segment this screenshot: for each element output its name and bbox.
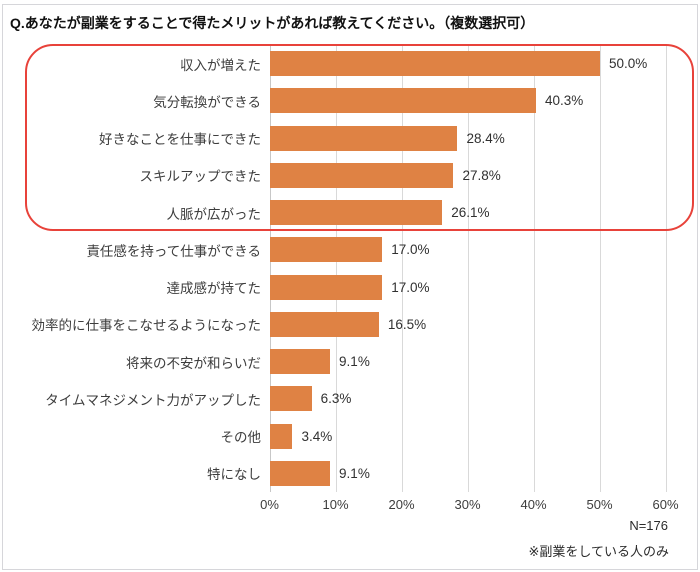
value-label: 50.0% <box>609 56 648 72</box>
bar <box>270 237 383 263</box>
value-label: 9.1% <box>339 354 370 370</box>
sample-size-label: N=176 <box>629 518 668 533</box>
bar <box>270 460 331 486</box>
bar <box>270 200 443 226</box>
value-label: 6.3% <box>320 391 352 407</box>
value-label: 9.1% <box>339 465 370 481</box>
value-label: 17.0% <box>391 279 430 295</box>
value-label: 28.4% <box>466 130 505 146</box>
x-tick-label: 50% <box>586 497 613 512</box>
value-label: 3.4% <box>301 428 333 444</box>
bar <box>270 125 458 151</box>
bar <box>270 311 379 337</box>
x-tick-label: 10% <box>322 497 349 512</box>
x-tick-label: 30% <box>454 497 481 512</box>
y-axis-line <box>269 45 271 492</box>
footnote-label: ※副業をしている人のみ <box>528 544 669 559</box>
value-label: 40.3% <box>544 93 584 109</box>
gridline <box>401 45 403 492</box>
value-label: 17.0% <box>391 242 430 258</box>
category-label: 特になし <box>207 467 261 483</box>
x-tick-label: 40% <box>520 497 547 512</box>
bar <box>270 349 331 375</box>
bar <box>270 423 293 449</box>
value-label: 27.8% <box>462 167 501 183</box>
gridline <box>467 45 469 492</box>
category-label: 効率的に仕事をこなせるようになった <box>31 318 262 334</box>
x-tick-label: 0% <box>260 497 279 512</box>
gridline <box>335 45 337 492</box>
category-label: 将来の不安が和らいだ <box>126 355 261 371</box>
category-label: 収入が増えた <box>180 57 261 73</box>
value-label: 16.5% <box>387 316 427 332</box>
bar <box>270 386 312 412</box>
x-tick-label: 20% <box>388 497 415 512</box>
category-label: 責任感を持って仕事ができる <box>86 243 261 259</box>
category-label: 人脈が広がった <box>166 206 262 222</box>
value-label: 26.1% <box>451 205 490 221</box>
category-label: スキルアップできた <box>139 169 262 185</box>
gridline <box>665 45 667 492</box>
bar <box>270 88 536 114</box>
category-label: 達成感が持てた <box>166 281 262 297</box>
bar <box>270 274 383 300</box>
gridline <box>533 45 535 492</box>
category-label: 好きなことを仕事にできた <box>99 132 261 148</box>
x-axis: 0% 10% 20% 30% 40% 50% 60% <box>0 497 700 513</box>
bar <box>270 162 454 188</box>
bar <box>270 51 600 77</box>
gridline <box>599 45 601 492</box>
chart-title: Q.あなたが副業をすることで得たメリットがあれば教えてください。（複数選択可） <box>10 15 535 31</box>
plot-area: 収入が増えた 50.0% 気分転換ができる 40.3% 好きなことを仕事にできた 28.4… <box>0 45 700 492</box>
category-label: その他 <box>220 430 262 446</box>
category-label: 気分転換ができる <box>153 94 261 110</box>
category-label: タイムマネジメント力がアップした <box>45 392 261 408</box>
x-tick-label: 60% <box>652 497 679 512</box>
